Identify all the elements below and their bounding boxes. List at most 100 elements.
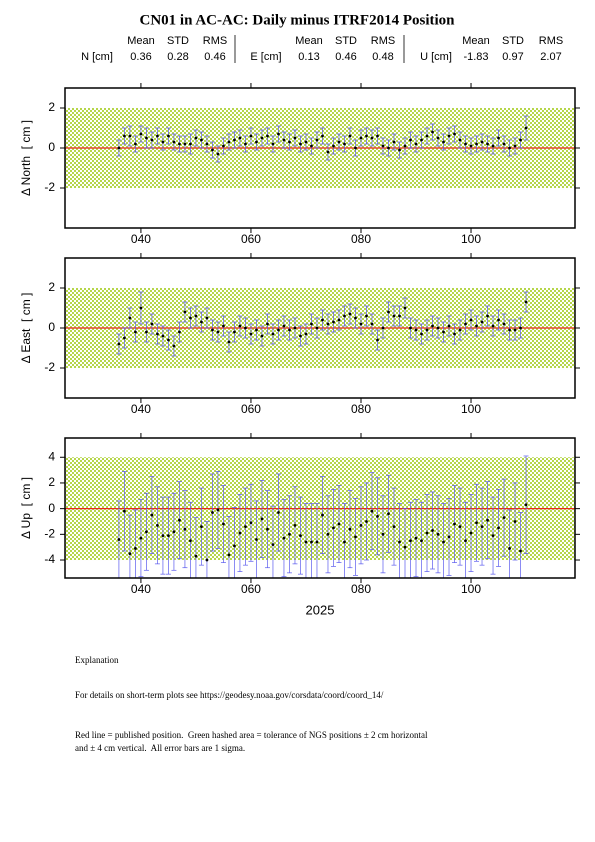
data-point — [425, 134, 429, 138]
data-point — [150, 513, 154, 517]
data-point — [425, 531, 429, 535]
x-tick-label: 060 — [241, 402, 261, 416]
data-point — [431, 324, 434, 328]
data-point — [458, 525, 462, 529]
data-point — [486, 314, 489, 318]
data-point — [381, 144, 385, 148]
data-point — [321, 134, 324, 138]
y-tick-label: 0 — [48, 501, 55, 515]
data-point — [491, 324, 495, 328]
data-point — [172, 140, 176, 144]
data-point — [409, 539, 412, 543]
data-point — [260, 517, 264, 521]
data-point — [475, 521, 478, 525]
data-point — [453, 522, 456, 526]
data-point — [128, 552, 132, 555]
data-point — [420, 332, 423, 336]
y-tick-label: -4 — [44, 552, 55, 566]
data-point — [266, 527, 269, 531]
data-point — [337, 140, 341, 144]
data-point — [315, 540, 319, 544]
data-point — [359, 322, 363, 326]
data-point — [348, 134, 352, 138]
data-point — [359, 523, 363, 527]
data-point — [332, 320, 335, 324]
data-point — [123, 509, 126, 513]
x-tick-label: 100 — [461, 402, 481, 416]
data-point — [200, 320, 203, 324]
data-point — [205, 316, 209, 320]
data-point — [266, 134, 269, 138]
data-point — [387, 512, 390, 516]
data-point — [293, 523, 297, 527]
data-point — [189, 539, 192, 543]
data-point — [227, 553, 231, 557]
data-point — [156, 332, 159, 336]
data-point — [310, 540, 313, 544]
data-point — [420, 539, 423, 543]
data-point — [205, 142, 209, 146]
x-tick-label: 060 — [241, 582, 261, 596]
data-point — [447, 134, 451, 138]
data-point — [310, 144, 313, 148]
x-tick-label: 100 — [461, 582, 481, 596]
data-point — [304, 332, 308, 336]
stat-label: U [cm] — [420, 51, 452, 63]
data-point — [315, 326, 319, 330]
data-point — [238, 136, 242, 140]
stat-label: E [cm] — [250, 51, 281, 63]
data-point — [194, 554, 198, 558]
data-point — [475, 324, 478, 328]
data-point — [271, 543, 275, 547]
panel: -2 0 2 040 060 080 100 Δ North [ cm ] — [19, 83, 580, 246]
stat-std: 0.46 — [335, 51, 356, 63]
data-point — [381, 532, 385, 536]
data-point — [458, 138, 462, 142]
y-tick-label: 0 — [48, 140, 55, 154]
data-point — [403, 144, 407, 148]
data-point — [475, 142, 478, 146]
data-point — [436, 532, 440, 536]
data-point — [244, 326, 247, 330]
y-tick-label: -2 — [44, 360, 55, 374]
data-point — [508, 146, 511, 150]
data-point — [387, 310, 390, 314]
data-point — [403, 306, 407, 310]
stat-header: RMS — [371, 35, 395, 47]
data-point — [442, 140, 445, 144]
data-point — [464, 539, 467, 543]
data-point — [194, 136, 198, 140]
data-point — [370, 136, 374, 140]
data-point — [497, 136, 500, 140]
data-point — [194, 314, 198, 318]
data-point — [508, 547, 511, 550]
stat-mean: -1.83 — [463, 51, 488, 63]
y-tick-label: -2 — [44, 527, 55, 541]
data-point — [260, 136, 264, 140]
data-point — [497, 318, 500, 322]
data-point — [502, 142, 506, 146]
data-point — [343, 142, 346, 146]
data-point — [359, 136, 363, 140]
data-point — [447, 535, 451, 539]
data-point — [497, 526, 500, 530]
data-point — [348, 312, 352, 316]
data-point — [392, 525, 396, 529]
data-point — [420, 138, 423, 142]
data-point — [282, 536, 286, 540]
x-tick-label: 080 — [351, 582, 371, 596]
stat-header: Mean — [462, 35, 490, 47]
data-point — [403, 545, 407, 549]
data-point — [310, 322, 313, 326]
data-point — [387, 146, 390, 150]
data-point — [519, 549, 522, 553]
statistics: N [cm] Mean 0.36 STD 0.28 RMS 0.46 E [cm] Mean 0.… — [81, 35, 563, 63]
data-point — [123, 336, 126, 340]
data-point — [156, 523, 159, 527]
plot-area — [65, 455, 575, 578]
data-point — [172, 530, 176, 534]
stat-header: STD — [335, 35, 357, 47]
data-point — [326, 150, 330, 154]
data-point — [519, 138, 522, 142]
data-point — [271, 142, 275, 146]
